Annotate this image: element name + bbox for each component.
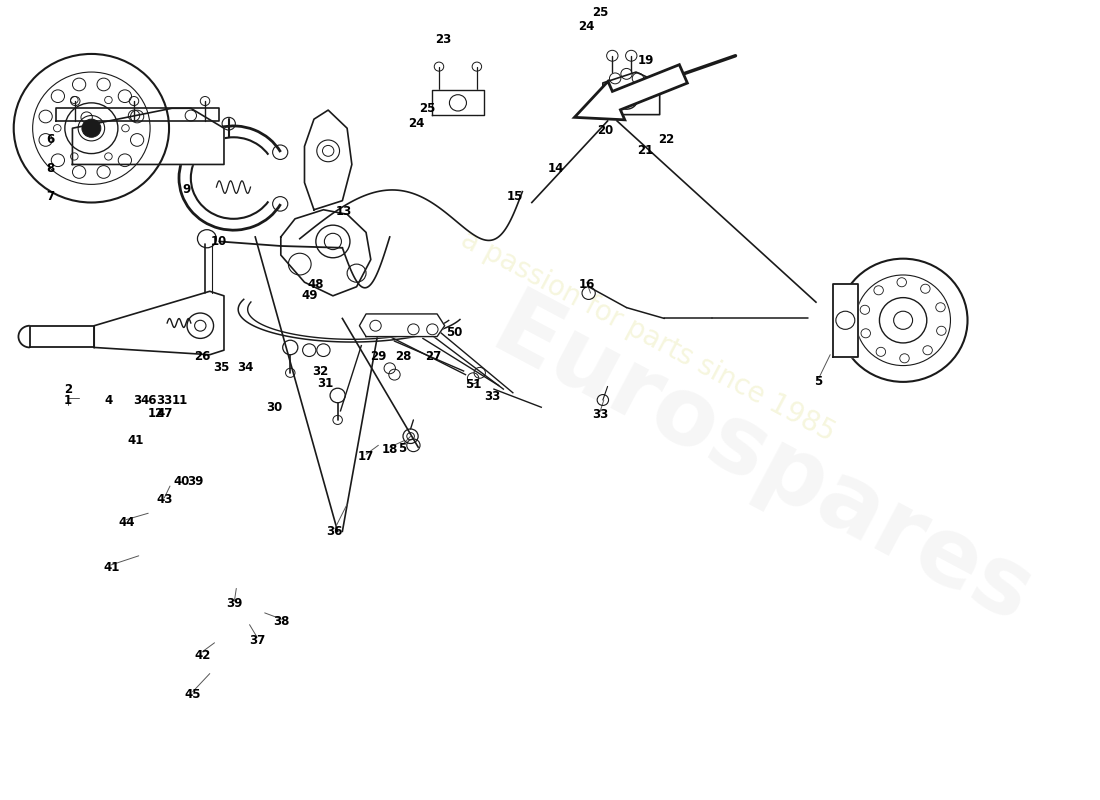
Text: 23: 23 [434, 33, 451, 46]
Text: 40: 40 [173, 475, 189, 488]
Text: 32: 32 [312, 365, 329, 378]
Text: 25: 25 [419, 102, 436, 114]
Text: 26: 26 [194, 350, 210, 363]
Text: 21: 21 [637, 144, 653, 158]
Text: 15: 15 [507, 190, 522, 202]
Text: 29: 29 [371, 350, 386, 363]
Text: 5: 5 [398, 442, 406, 454]
Text: 3: 3 [133, 394, 141, 406]
Text: 35: 35 [213, 361, 229, 374]
Polygon shape [95, 291, 224, 354]
Text: 46: 46 [140, 394, 156, 406]
Text: 33: 33 [484, 390, 500, 403]
Text: 6: 6 [46, 133, 55, 146]
Text: 47: 47 [156, 407, 173, 420]
Text: 9: 9 [182, 183, 190, 196]
Text: 22: 22 [658, 133, 674, 146]
Text: 4: 4 [104, 394, 112, 406]
Text: 33: 33 [156, 394, 173, 406]
Text: 13: 13 [337, 205, 352, 218]
Text: 38: 38 [274, 615, 290, 629]
Text: 7: 7 [46, 190, 55, 202]
Text: 33: 33 [592, 408, 608, 421]
Text: a passion for parts since 1985: a passion for parts since 1985 [455, 226, 839, 447]
Text: 12: 12 [147, 407, 164, 420]
Text: 43: 43 [156, 493, 173, 506]
Text: 24: 24 [408, 117, 425, 130]
Text: 44: 44 [118, 516, 134, 529]
Polygon shape [603, 72, 660, 114]
Text: 45: 45 [185, 688, 201, 701]
Text: 10: 10 [211, 235, 228, 248]
Text: 14: 14 [548, 162, 563, 175]
Polygon shape [280, 210, 371, 296]
Text: 39: 39 [187, 475, 204, 488]
Text: 37: 37 [249, 634, 265, 646]
Text: 51: 51 [465, 378, 482, 391]
Text: 50: 50 [446, 326, 462, 338]
Text: 28: 28 [395, 350, 411, 363]
Text: 16: 16 [579, 278, 595, 290]
Text: 5: 5 [814, 375, 822, 388]
Polygon shape [360, 314, 444, 337]
Text: 27: 27 [426, 350, 441, 363]
Text: 30: 30 [266, 401, 283, 414]
Polygon shape [56, 108, 219, 121]
Text: 19: 19 [637, 54, 653, 66]
Text: 48: 48 [308, 278, 324, 290]
Text: 42: 42 [194, 649, 210, 662]
Text: 2: 2 [64, 382, 72, 396]
Polygon shape [833, 284, 858, 357]
Text: 49: 49 [301, 290, 318, 302]
Text: 1: 1 [64, 394, 72, 406]
Text: 8: 8 [46, 162, 55, 175]
Polygon shape [73, 108, 224, 165]
Text: 17: 17 [358, 450, 374, 462]
FancyArrow shape [574, 65, 688, 120]
Text: 24: 24 [579, 20, 595, 34]
Text: 41: 41 [128, 434, 144, 447]
Text: 11: 11 [172, 394, 188, 406]
Text: 34: 34 [238, 361, 254, 374]
Text: 41: 41 [103, 561, 120, 574]
Text: 39: 39 [227, 598, 243, 610]
Text: 20: 20 [597, 123, 614, 137]
Polygon shape [30, 326, 95, 347]
Text: 31: 31 [317, 377, 333, 390]
Text: 18: 18 [382, 443, 398, 456]
Polygon shape [432, 90, 484, 114]
Polygon shape [305, 110, 352, 210]
Text: Eurospares: Eurospares [476, 283, 1047, 645]
Text: 36: 36 [327, 525, 343, 538]
Circle shape [81, 119, 101, 138]
Text: 25: 25 [592, 6, 608, 18]
